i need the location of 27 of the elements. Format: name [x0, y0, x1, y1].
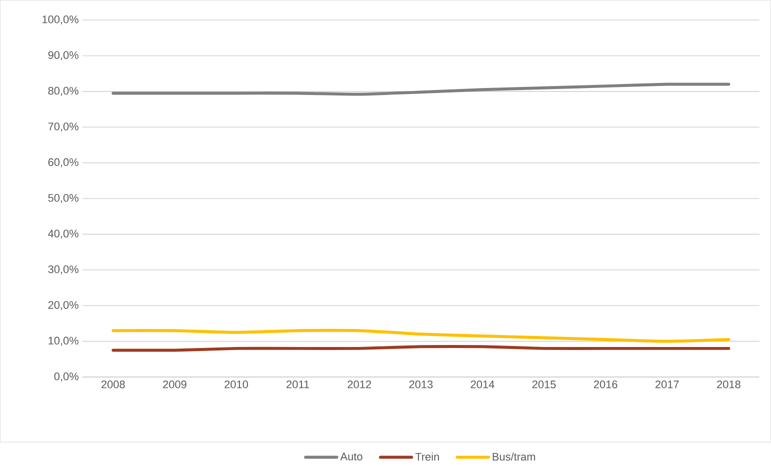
- legend-label: Auto: [340, 452, 362, 460]
- y-tick-label: 10,0%: [48, 336, 78, 346]
- legend-label: Trein: [415, 452, 439, 461]
- x-tick-label: 2012: [348, 380, 371, 388]
- y-tick-label: 50,0%: [48, 194, 78, 204]
- y-tick-label: 80,0%: [48, 86, 78, 96]
- legend-label: Bus/tram: [492, 452, 536, 461]
- y-tick-label: 40,0%: [48, 230, 78, 239]
- y-tick-label: 0,0%: [54, 372, 78, 382]
- y-tick-label: 20,0%: [48, 301, 78, 310]
- y-tick-label: 90,0%: [48, 51, 78, 60]
- x-tick-label: 2017: [656, 380, 679, 388]
- x-tick-label: 2015: [532, 380, 556, 388]
- line-series: [112, 328, 730, 343]
- x-tick-label: 2011: [286, 380, 310, 388]
- y-tick-label: 30,0%: [48, 265, 78, 274]
- y-tick-label: 60,0%: [48, 158, 78, 168]
- line-series: [112, 82, 730, 96]
- y-tick-label: 100,0%: [42, 16, 78, 25]
- x-tick-label: 2018: [717, 380, 740, 388]
- x-tick-label: 2013: [409, 380, 433, 388]
- y-tick-label: 70,0%: [48, 122, 78, 132]
- x-tick-label: 2016: [594, 380, 618, 388]
- x-tick-label: 2009: [163, 380, 186, 388]
- x-tick-label: 2014: [470, 380, 494, 388]
- x-tick-label: 2010: [224, 380, 248, 388]
- x-tick-label: 2008: [102, 380, 125, 388]
